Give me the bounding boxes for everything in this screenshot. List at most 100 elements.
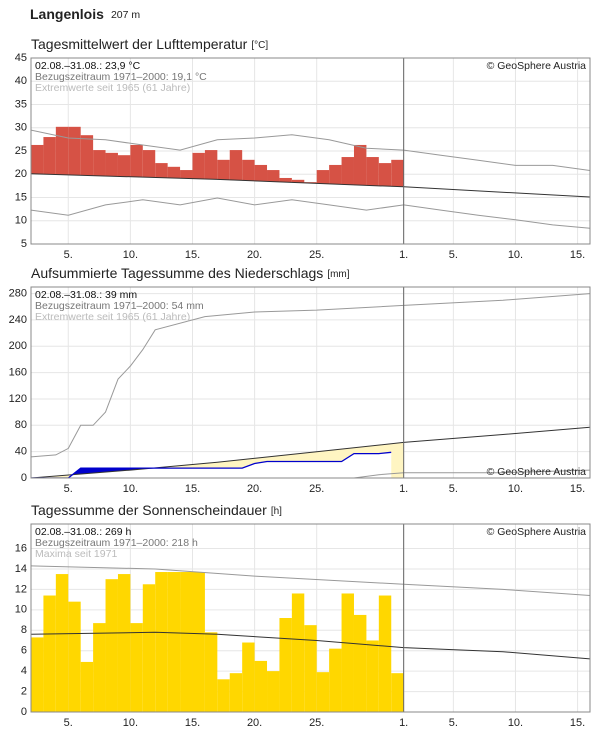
title-text: Aufsummierte Tagessumme des Niederschlag… <box>31 265 323 281</box>
title-text: Tagesmittelwert der Lufttemperatur <box>31 36 248 52</box>
extreme-line <box>31 293 590 458</box>
actual-cover <box>31 452 392 478</box>
y-tick-label: 8 <box>21 624 27 636</box>
y-tick-label: 120 <box>9 393 27 405</box>
chart-title: Tagesmittelwert der Lufttemperatur [°C] <box>31 36 268 52</box>
sunshine-bar <box>192 572 205 712</box>
sunshine-bar <box>242 642 255 712</box>
temperature-bar <box>254 164 268 182</box>
x-tick-label: 1. <box>399 483 408 495</box>
x-tick-label: 25. <box>309 483 324 495</box>
x-tick-label: 10. <box>508 249 523 261</box>
sunshine-bar <box>117 574 131 712</box>
temperature-bar <box>68 126 81 176</box>
sunshine-bar <box>254 660 268 712</box>
sunshine-bar <box>80 661 94 712</box>
temperature-bar <box>391 159 404 187</box>
info-text: Maxima seit 1971 <box>35 548 117 560</box>
temperature-bar <box>93 150 106 176</box>
y-tick-label: 6 <box>21 645 27 657</box>
extreme-line <box>31 129 590 171</box>
title-unit: [°C] <box>251 40 268 51</box>
y-tick-label: 10 <box>15 215 27 227</box>
y-tick-label: 15 <box>15 191 27 203</box>
plot-area <box>31 287 590 478</box>
sunshine-bar <box>329 648 342 712</box>
y-tick-label: 16 <box>15 542 27 554</box>
sunshine-bar <box>93 623 106 712</box>
plot-area <box>31 524 590 712</box>
temperature-bar <box>55 126 69 175</box>
sunshine-bar <box>31 637 44 712</box>
extreme-line <box>31 197 590 229</box>
x-tick-label: 5. <box>449 483 458 495</box>
y-tick-label: 5 <box>21 238 27 250</box>
x-tick-label: 5. <box>64 717 73 729</box>
reference-line <box>31 631 590 660</box>
temperature-bar <box>242 159 255 181</box>
temperature-bar <box>117 155 131 177</box>
y-tick-label: 12 <box>15 583 27 595</box>
info-text: Extremwerte seit 1965 (61 Jahre) <box>35 311 190 323</box>
sunshine-bar <box>267 671 280 712</box>
x-tick-label: 20. <box>247 717 262 729</box>
copyright: © GeoSphere Austria <box>487 60 587 72</box>
reference-line <box>31 426 590 478</box>
temperature-bar <box>279 177 292 183</box>
sunshine-bar <box>68 601 81 712</box>
y-tick-label: 0 <box>21 472 27 484</box>
sunshine-bar <box>279 618 292 712</box>
temperature-bar <box>155 163 168 178</box>
copyright: © GeoSphere Austria <box>487 466 587 478</box>
extreme-line <box>31 469 590 478</box>
x-tick-label: 5. <box>449 717 458 729</box>
temperature-bar <box>316 170 330 184</box>
x-tick-label: 10. <box>508 717 523 729</box>
sunshine-bar <box>130 623 143 712</box>
chart-title: Tagessumme der Sonnenscheindauer [h] <box>31 502 282 518</box>
title-unit: [h] <box>271 506 282 517</box>
temperature-bar <box>217 159 230 180</box>
y-tick-label: 4 <box>21 665 27 677</box>
info-text: 02.08.–31.08.: 39 mm <box>35 289 137 301</box>
chart-title: Aufsummierte Tagessumme des Niederschlag… <box>31 265 350 281</box>
temperature-bar <box>80 135 94 176</box>
x-tick-label: 10. <box>123 249 138 261</box>
y-tick-label: 280 <box>9 287 27 299</box>
temperature-bar <box>291 179 305 183</box>
x-tick-label: 20. <box>247 249 262 261</box>
x-tick-label: 1. <box>399 249 408 261</box>
temperature-bar <box>204 150 218 180</box>
plot-frame <box>30 523 591 713</box>
temperature-bar <box>130 144 143 177</box>
temperature-bar <box>366 157 379 186</box>
temperature-bar <box>378 163 392 187</box>
x-tick-label: 10. <box>123 717 138 729</box>
info-text: Bezugszeitraum 1971–2000: 218 h <box>35 537 198 549</box>
x-tick-label: 15. <box>185 717 200 729</box>
x-tick-label: 15. <box>570 717 585 729</box>
y-tick-label: 40 <box>15 75 27 87</box>
sunshine-bar <box>180 572 193 712</box>
x-tick-label: 10. <box>508 483 523 495</box>
x-tick-label: 15. <box>570 483 585 495</box>
y-tick-label: 160 <box>9 367 27 379</box>
sunshine-bar <box>378 595 392 712</box>
y-tick-label: 14 <box>15 563 27 575</box>
actual-line <box>31 451 392 478</box>
x-tick-label: 10. <box>123 483 138 495</box>
chart-0: Tagesmittelwert der Lufttemperatur [°C] 5 1… <box>15 36 591 261</box>
sunshine-bar <box>366 640 379 712</box>
x-tick-label: 20. <box>247 483 262 495</box>
x-tick-label: 15. <box>570 249 585 261</box>
header: Langenlois 207 m <box>30 6 140 22</box>
station-elevation: 207 m <box>111 9 140 21</box>
y-tick-label: 45 <box>15 52 27 64</box>
x-tick-label: 25. <box>309 717 324 729</box>
sunshine-bar <box>353 614 367 712</box>
title-unit: [mm] <box>327 269 349 280</box>
sunshine-bar <box>229 673 243 712</box>
sunshine-bar <box>55 574 69 712</box>
